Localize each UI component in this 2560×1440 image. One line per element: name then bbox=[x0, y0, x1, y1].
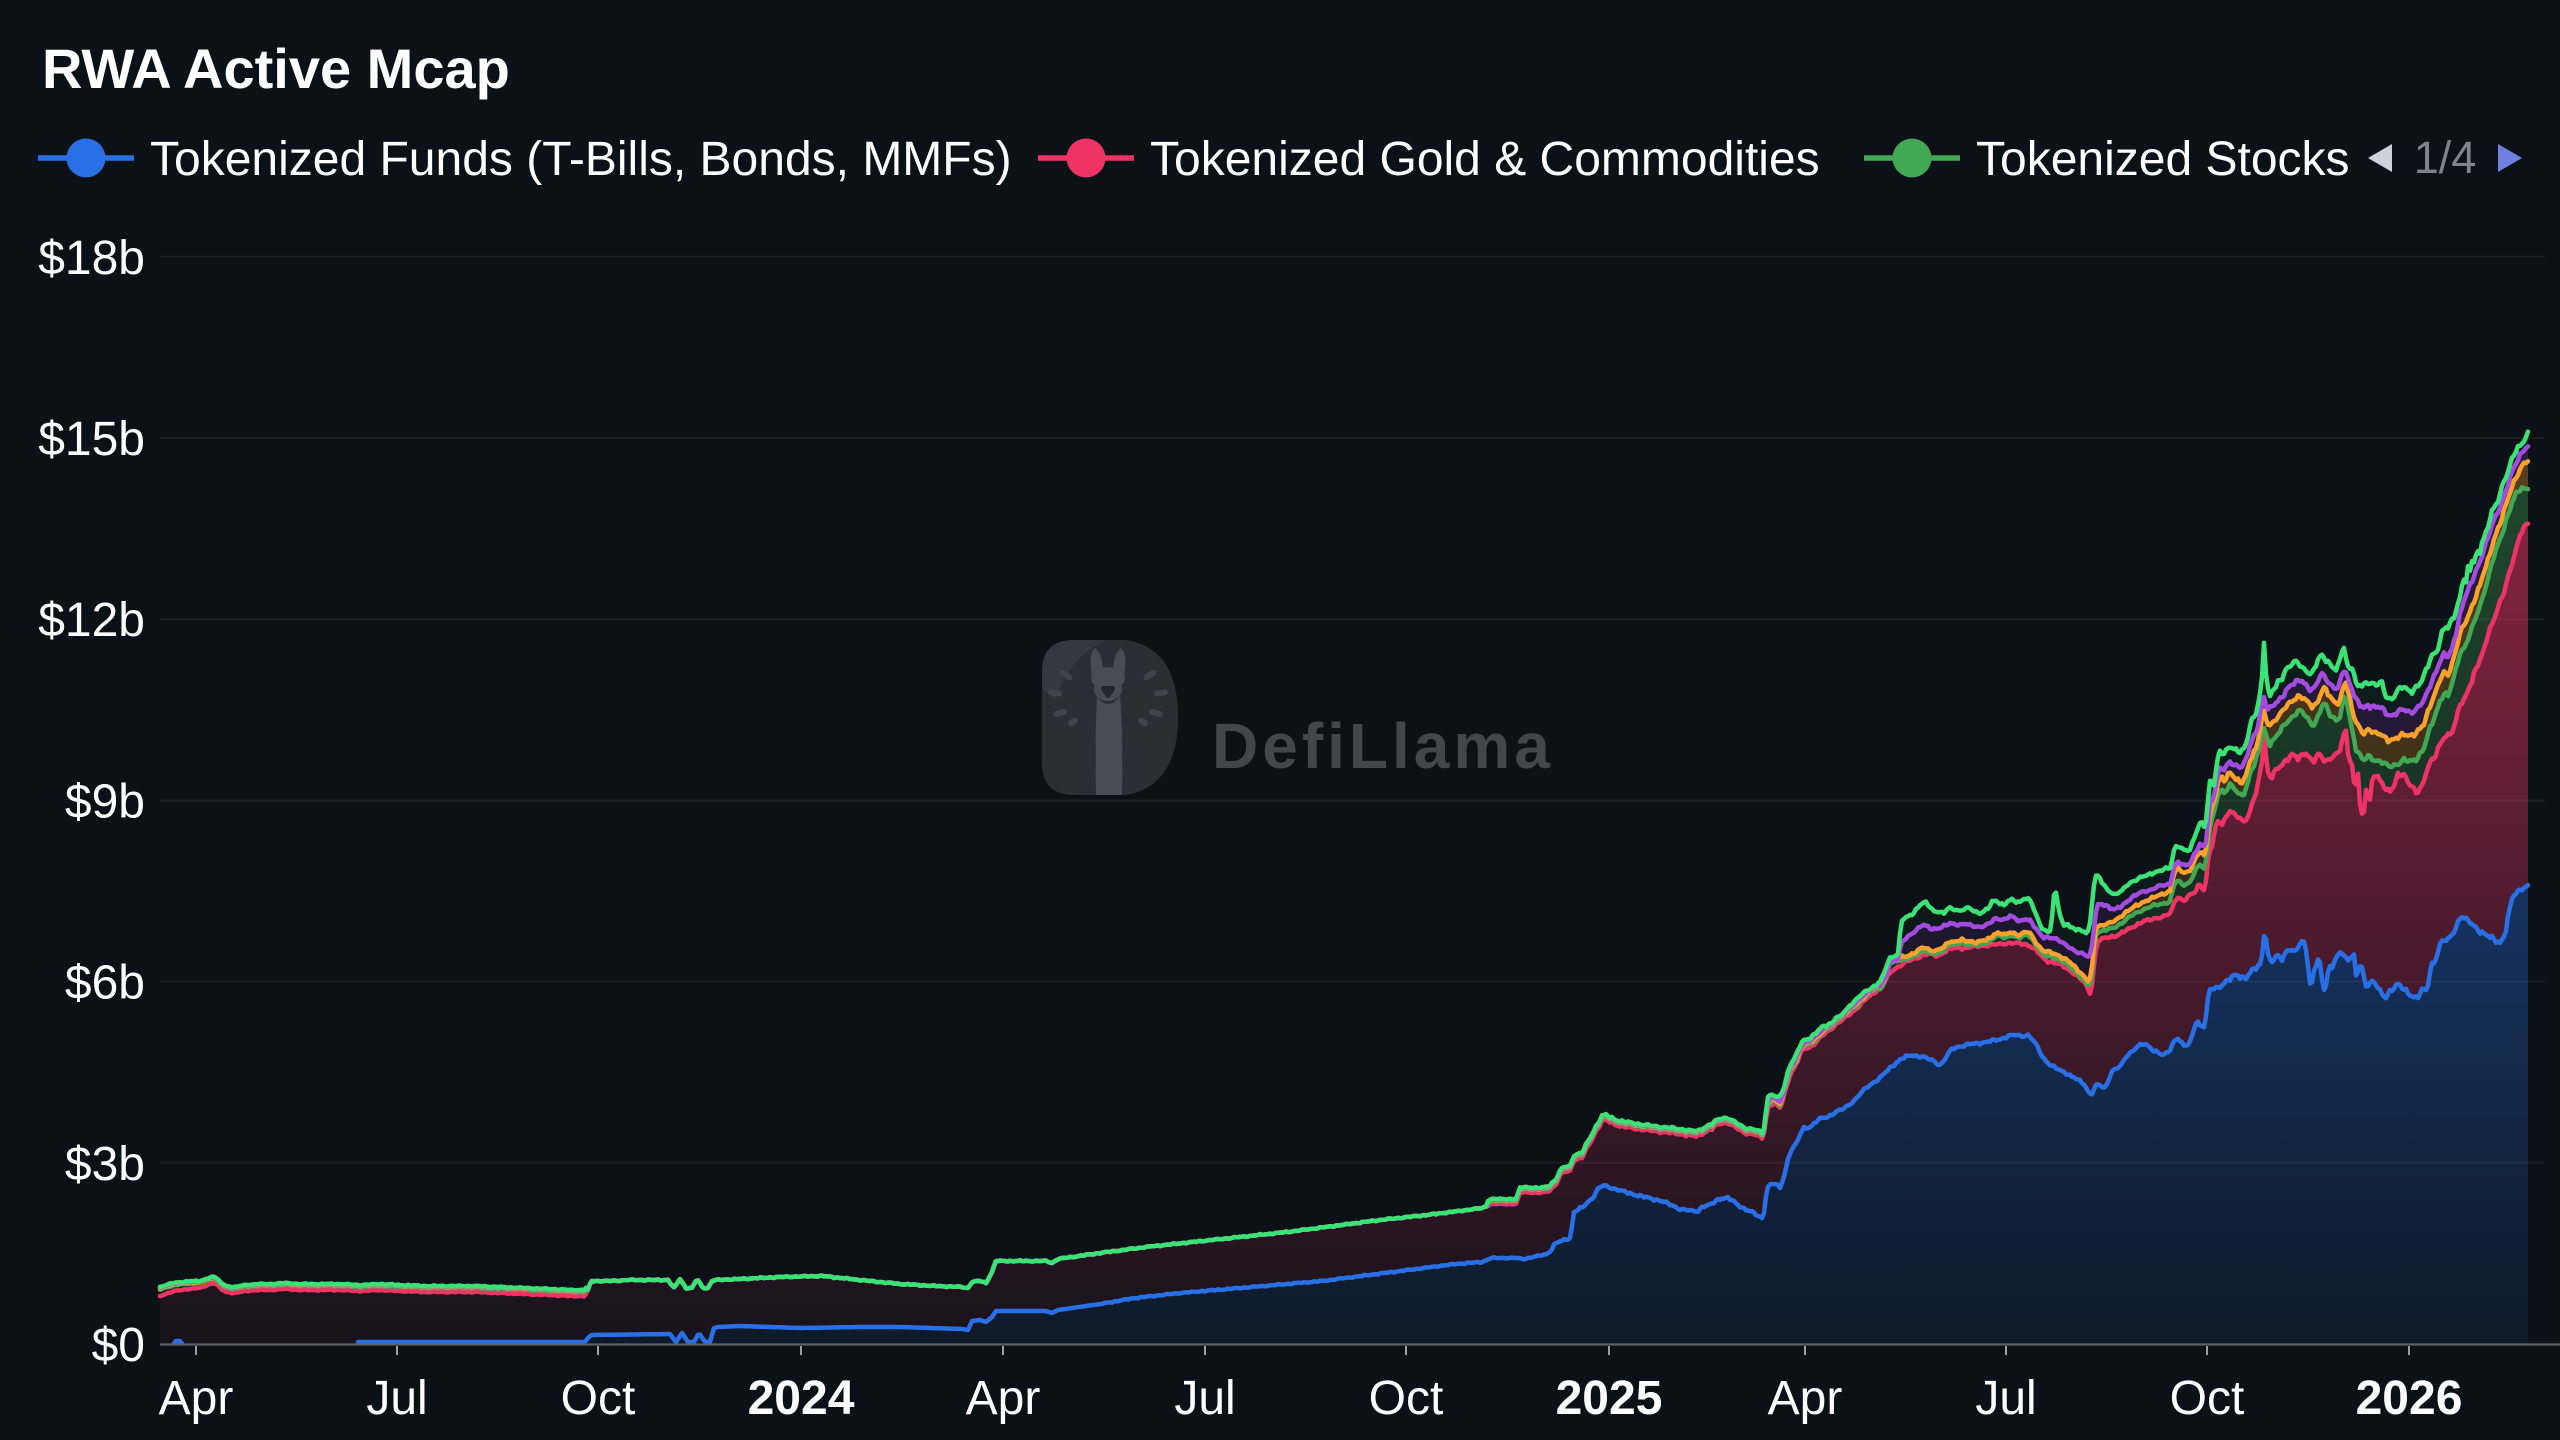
svg-text:$15b: $15b bbox=[38, 413, 145, 466]
svg-text:1/4: 1/4 bbox=[2414, 132, 2477, 183]
svg-text:2025: 2025 bbox=[1556, 1372, 1663, 1425]
svg-text:RWA Active Mcap: RWA Active Mcap bbox=[42, 37, 510, 100]
svg-text:2024: 2024 bbox=[748, 1372, 855, 1425]
svg-text:Apr: Apr bbox=[1768, 1372, 1843, 1425]
svg-text:Apr: Apr bbox=[966, 1372, 1041, 1425]
svg-text:Apr: Apr bbox=[159, 1372, 234, 1425]
svg-text:$9b: $9b bbox=[65, 775, 145, 828]
svg-text:$6b: $6b bbox=[65, 957, 145, 1010]
svg-text:Jul: Jul bbox=[366, 1372, 427, 1425]
svg-text:$3b: $3b bbox=[65, 1138, 145, 1191]
svg-text:$12b: $12b bbox=[38, 594, 145, 647]
svg-text:Tokenized Funds (T-Bills, Bond: Tokenized Funds (T-Bills, Bonds, MMFs) bbox=[150, 133, 1012, 186]
svg-text:$0: $0 bbox=[92, 1319, 145, 1372]
svg-text:2026: 2026 bbox=[2356, 1372, 2463, 1425]
svg-text:Oct: Oct bbox=[1369, 1372, 1444, 1425]
svg-text:Tokenized Stocks: Tokenized Stocks bbox=[1976, 133, 2350, 186]
svg-text:Oct: Oct bbox=[561, 1372, 636, 1425]
svg-text:Jul: Jul bbox=[1975, 1372, 2036, 1425]
svg-text:$18b: $18b bbox=[38, 232, 145, 285]
svg-text:DefiLlama: DefiLlama bbox=[1212, 710, 1554, 782]
svg-text:Tokenized Gold & Commodities: Tokenized Gold & Commodities bbox=[1150, 133, 1820, 186]
svg-text:Jul: Jul bbox=[1174, 1372, 1235, 1425]
svg-text:Oct: Oct bbox=[2170, 1372, 2245, 1425]
